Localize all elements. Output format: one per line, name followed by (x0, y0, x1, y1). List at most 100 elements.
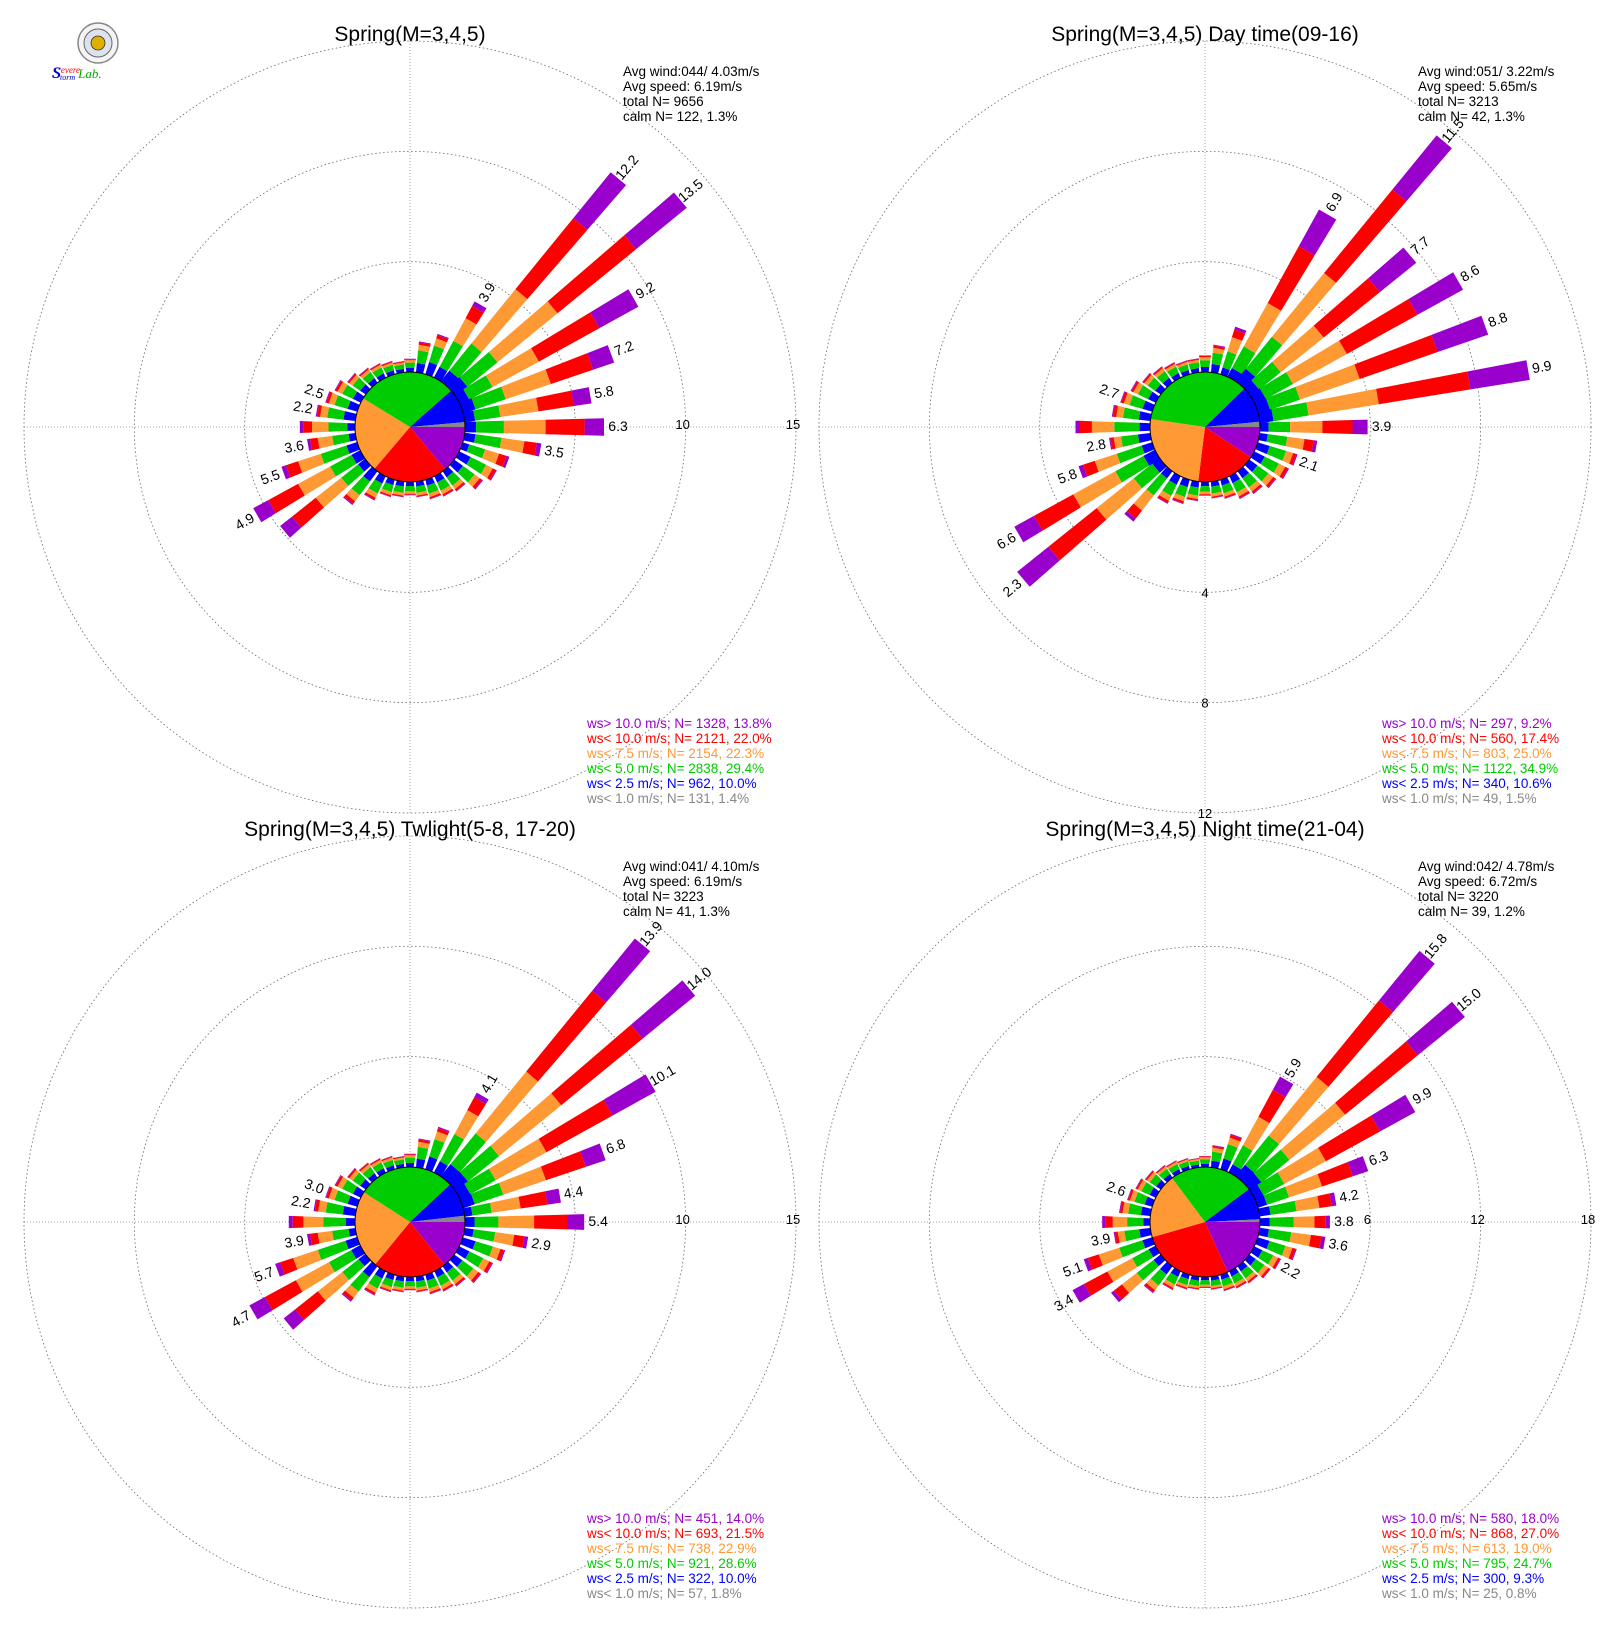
petal-segment-20-lt75 (434, 338, 447, 350)
petal-segment-140-lt5 (1240, 1266, 1254, 1279)
petal-segment-60-lt75 (489, 1138, 547, 1181)
petal-segment-10-lt10 (1212, 1145, 1225, 1150)
petal-segment-30-lt75 (453, 318, 477, 347)
petal-segment-260-lt25 (1137, 433, 1152, 443)
petal-segment-20-gt10 (1234, 326, 1247, 334)
petal-segment-70-gt10 (1431, 315, 1489, 352)
legend-row-gt10: ws> 10.0 m/s; N= 297, 9.2% (1381, 716, 1552, 731)
petal-segment-40-lt25 (1235, 368, 1256, 389)
petal-segment-290-lt5 (1134, 1192, 1148, 1205)
legend-row-lt1: ws< 1.0 m/s; N= 49, 1.5% (1381, 791, 1537, 806)
petal-segment-280-lt25 (1140, 1206, 1152, 1216)
legend-row-lt75: ws< 7.5 m/s; N= 803, 25.0% (1381, 746, 1552, 761)
petal-segment-190-gt10 (391, 494, 404, 498)
petal-segment-80-lt10 (518, 1191, 548, 1209)
petal-label-250: 5.8 (1055, 465, 1079, 487)
petal-segment-190-lt10 (1186, 497, 1199, 501)
petal-segment-260-lt5 (1124, 1229, 1141, 1242)
pie-slice-lt10 (374, 427, 446, 483)
petal-segment-190-lt25 (1190, 480, 1199, 488)
petal-segment-100-gt10 (522, 1236, 529, 1249)
panel-title: Spring(M=3,4,5) Twlight(5-8, 17-20) (244, 818, 576, 841)
petal-segment-180-lt5 (404, 1281, 416, 1287)
petal-segment-110-lt10 (1288, 1247, 1296, 1260)
petal-segment-60-lt75 (485, 348, 539, 387)
petal-segment-70-gt10 (587, 345, 615, 370)
petal-segment-300-lt75 (337, 381, 348, 394)
petal-segment-120-gt10 (486, 1262, 494, 1274)
petal-label-70: 7.2 (612, 337, 636, 359)
petal-segment-210-lt5 (368, 1274, 383, 1289)
petal-segment-160-lt75 (428, 1285, 441, 1293)
petal-segment-30-lt75 (454, 1110, 479, 1140)
petal-segment-340-lt10 (381, 1156, 393, 1162)
petal-segment-280-gt10 (1111, 404, 1115, 417)
petal-label-70: 8.8 (1486, 309, 1510, 331)
petal-segment-330-lt25 (1171, 1168, 1181, 1177)
petal-segment-130-lt75 (1261, 473, 1274, 486)
petal-segment-120-lt75 (480, 464, 493, 479)
stat-line: Avg wind:044/ 4.03m/s (623, 64, 760, 79)
petal-label-30: 4.1 (477, 1071, 501, 1096)
windrose-panel-4: Spring(M=3,4,5) Night time(21-04) 6 12 18 5.… (818, 818, 1595, 1609)
petal-segment-270-lt5 (1127, 1217, 1144, 1227)
petal-segment-270-lt5 (328, 422, 348, 432)
petal-segment-290-lt25 (1144, 1196, 1155, 1207)
petal-label-120: 2.2 (1278, 1259, 1303, 1283)
petal-segment-260-lt10 (1110, 437, 1116, 450)
petal-segment-180-lt25 (405, 482, 415, 486)
petal-segment-20-lt5 (1223, 1144, 1238, 1162)
petal-segment-0-lt75 (404, 1155, 416, 1158)
petal-segment-130-lt25 (1244, 459, 1258, 472)
petal-segment-240-lt5 (330, 454, 357, 477)
petal-segment-100-lt5 (472, 1229, 496, 1242)
petal-segment-170-lt5 (416, 1280, 427, 1288)
petal-segment-80-gt10 (545, 1188, 561, 1205)
petal-segment-150-lt10 (1235, 1280, 1247, 1288)
petal-segment-10-lt5 (416, 350, 429, 365)
ring-label: 18 (1581, 1212, 1595, 1227)
petal-segment-200-gt10 (379, 1287, 391, 1293)
petal-segment-0-lt75 (1199, 1157, 1211, 1160)
petal-segment-90-lt75 (1290, 420, 1323, 434)
petal-segment-180-lt25 (1200, 1277, 1210, 1281)
petal-segment-30-lt5 (1231, 346, 1256, 375)
petal-label-100: 2.9 (530, 1235, 552, 1254)
petal-segment-90-lt75 (503, 419, 546, 435)
petal-segment-0-lt5 (404, 1157, 416, 1163)
petal-segment-100-lt10 (522, 441, 537, 456)
petal-segment-30-lt25 (433, 366, 448, 382)
petal-segment-270-lt75 (1112, 1216, 1128, 1228)
petal-segment-230-lt10 (292, 497, 324, 528)
stat-line: total N= 3220 (1418, 889, 1499, 904)
petal-segment-300-gt10 (334, 380, 342, 391)
ring (928, 150, 1482, 704)
petal-segment-130-lt5 (1250, 1259, 1265, 1274)
petal-segment-30-lt10 (465, 305, 484, 325)
petal-segment-50-lt25 (448, 377, 468, 397)
petal-segment-200-lt5 (381, 482, 394, 493)
petal-segment-230-lt25 (358, 1254, 371, 1267)
petal-segment-190-lt5 (393, 485, 404, 493)
legend-row-gt10: ws> 10.0 m/s; N= 451, 14.0% (586, 1511, 764, 1526)
petal-segment-80-lt25 (463, 1206, 473, 1217)
petal-label-90: 5.4 (588, 1213, 608, 1229)
petal-segment-20-lt10 (1229, 1134, 1242, 1142)
petal-segment-350-lt5 (393, 1159, 405, 1166)
petal-segment-240-lt75 (298, 466, 336, 496)
petal-segment-180-lt75 (404, 1286, 416, 1289)
ring-label: 10 (675, 417, 689, 432)
petal-segment-340-lt5 (1177, 364, 1189, 373)
petal-segment-30-gt10 (472, 301, 487, 313)
petal-segment-20-lt5 (1222, 351, 1237, 371)
petal-segment-90-lt5 (1268, 421, 1291, 433)
pie-slice-lt5 (363, 1167, 451, 1222)
severe-storm-lab-logo: SevereStorm Lab. (50, 22, 150, 84)
petal-segment-60-gt10 (1408, 272, 1464, 315)
petal-segment-280-gt10 (313, 1199, 317, 1212)
petal-segment-150-lt5 (1232, 478, 1246, 493)
petal-segment-100-lt5 (1266, 434, 1288, 447)
legend-row-lt10: ws< 10.0 m/s; N= 2121, 22.0% (586, 731, 772, 746)
petal-segment-190-gt10 (1186, 498, 1198, 502)
petal-segment-270-lt75 (303, 1216, 324, 1228)
